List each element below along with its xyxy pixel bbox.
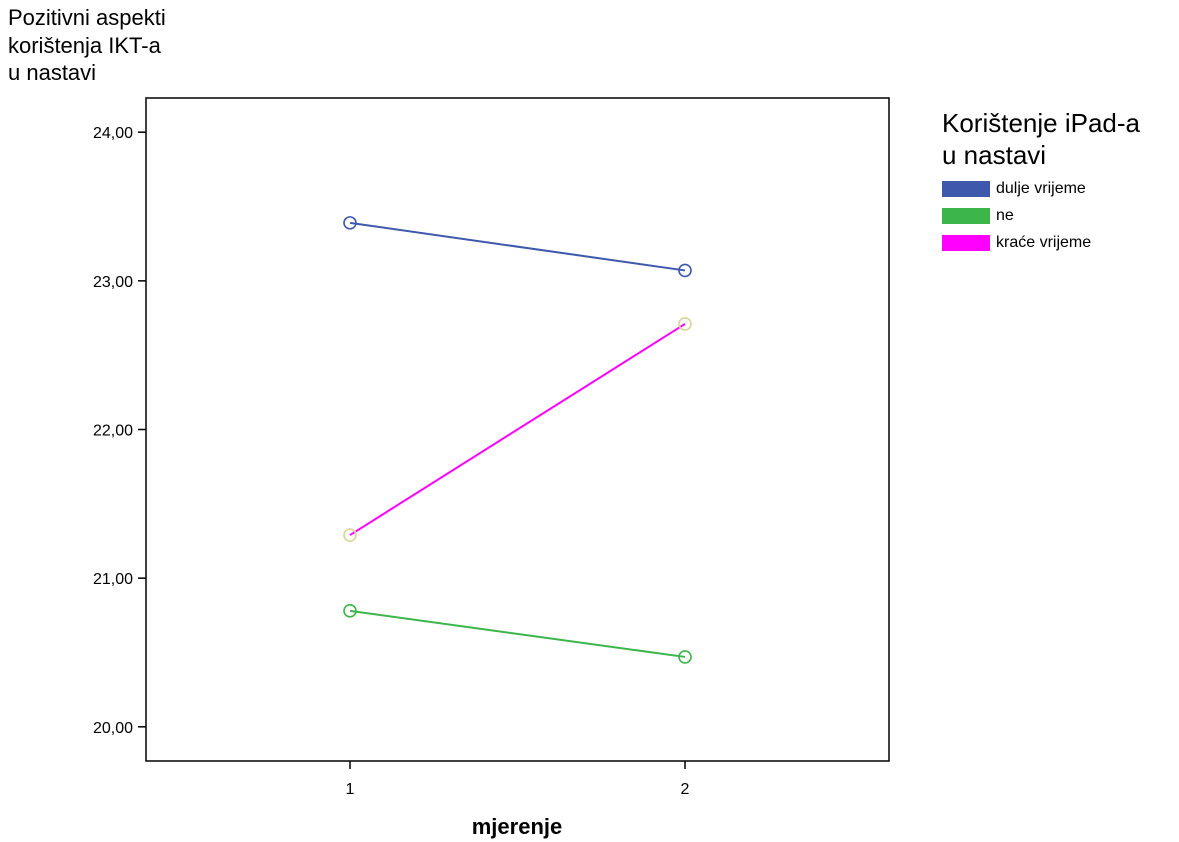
y-axis-title-line-1: Pozitivni aspekti [8,5,166,30]
legend-label: kraće vrijeme [996,233,1092,251]
y-tick-label: 20,00 [93,720,133,737]
legend-items: dulje vrijeme ne kraće vrijeme [942,175,1140,256]
y-axis-title: Pozitivni aspekti korištenja IKT-a u nas… [8,4,166,87]
data-point-ne [343,604,357,618]
legend-label: ne [996,206,1014,224]
data-point-krace-vrijeme [343,528,357,542]
data-point-krace-vrijeme [678,317,692,331]
legend-item-ne: ne [942,202,1140,229]
x-axis-title: mjerenje [472,814,563,839]
legend-item-krace-vrijeme: kraće vrijeme [942,229,1140,256]
y-axis: 20,00 21,00 22,00 23,00 24,00 [93,125,146,737]
legend-label: dulje vrijeme [996,179,1086,197]
y-tick-label: 21,00 [93,571,133,588]
series-layer [343,216,692,664]
legend-item-dulje-vrijeme: dulje vrijeme [942,175,1140,202]
series-line-dulje-vrijeme [349,221,686,272]
x-tick-label: 2 [681,781,690,798]
data-point-dulje-vrijeme [678,263,692,278]
series-line-krace-vrijeme [349,323,686,536]
y-axis-title-line-2: korištenja IKT-a [8,32,161,58]
data-point-dulje-vrijeme [343,216,357,230]
y-tick-label: 24,00 [93,125,133,142]
y-tick-label: 22,00 [93,423,133,440]
y-axis-title-line-3: u nastavi [8,60,97,85]
legend-title-line-2: u nastavi [942,139,1047,170]
legend-swatch-ne [942,207,990,224]
legend-title: Korištenje iPad-a u nastavi [942,108,1140,171]
legend-swatch-dulje-vrijeme [942,180,990,197]
legend-swatch-krace-vrijeme [942,234,990,251]
series-line-ne [349,609,686,658]
legend: Korištenje iPad-a u nastavi dulje vrijem… [942,108,1140,256]
y-tick-label: 23,00 [93,274,133,291]
data-point-ne [678,650,692,664]
legend-title-line-1: Korištenje iPad-a [942,108,1140,138]
x-tick-label: 1 [346,781,355,798]
